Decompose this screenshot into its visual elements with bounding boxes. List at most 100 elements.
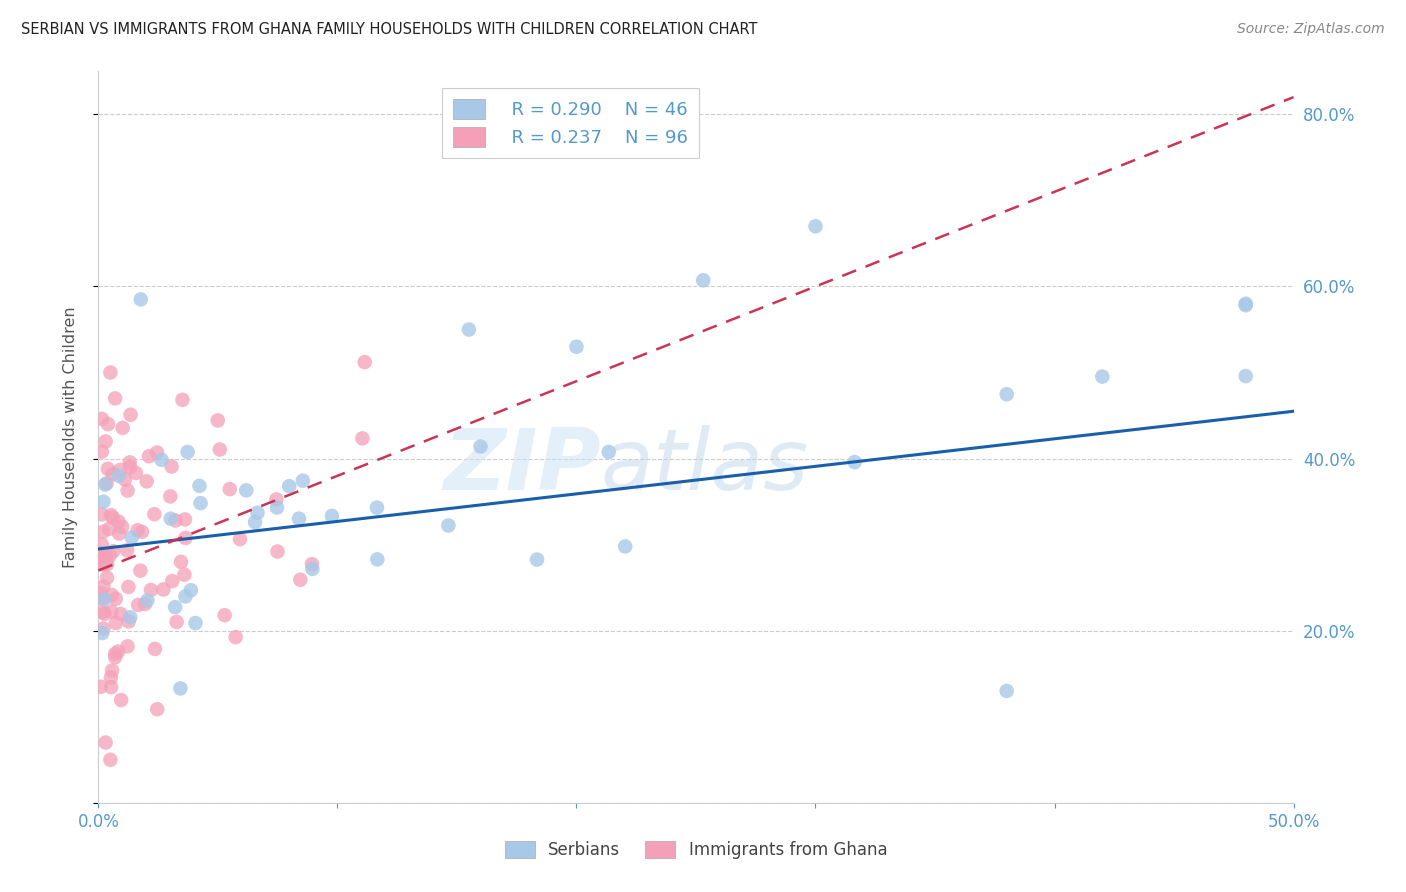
Point: [127, 523, 149, 537]
Point: [138, 449, 160, 463]
Point: [136, 593, 159, 607]
Point: [1091, 369, 1114, 384]
Point: [90, 586, 112, 600]
Point: [995, 387, 1018, 401]
Point: [174, 590, 197, 604]
Point: [90, 680, 112, 694]
Point: [96, 558, 118, 572]
Point: [266, 500, 288, 515]
Point: [93, 607, 115, 621]
Point: [1234, 296, 1257, 310]
Point: [150, 452, 173, 467]
Point: [458, 322, 481, 336]
Point: [246, 506, 269, 520]
Point: [118, 455, 141, 469]
Point: [121, 531, 143, 545]
Point: [101, 467, 124, 481]
Point: [288, 511, 311, 525]
Text: ZIP: ZIP: [443, 425, 600, 508]
Point: [174, 512, 197, 526]
Point: [214, 608, 236, 623]
Point: [180, 583, 202, 598]
Point: [94, 549, 117, 563]
Text: Source: ZipAtlas.com: Source: ZipAtlas.com: [1237, 22, 1385, 37]
Point: [94, 477, 117, 491]
Y-axis label: Family Households with Children: Family Households with Children: [63, 306, 77, 568]
Point: [176, 445, 198, 459]
Point: [96, 554, 118, 568]
Point: [146, 702, 169, 716]
Legend: Serbians, Immigrants from Ghana: Serbians, Immigrants from Ghana: [496, 833, 896, 868]
Point: [108, 526, 131, 541]
Point: [98, 366, 122, 380]
Point: [166, 615, 188, 629]
Point: [1234, 369, 1257, 384]
Point: [98, 548, 121, 562]
Point: [107, 468, 129, 483]
Point: [526, 552, 548, 566]
Point: [97, 417, 120, 432]
Point: [352, 431, 374, 445]
Point: [117, 640, 139, 654]
Point: [143, 641, 166, 656]
Point: [208, 442, 231, 457]
Point: [614, 540, 637, 554]
Point: [235, 483, 257, 498]
Point: [127, 598, 149, 612]
Point: [366, 552, 388, 566]
Point: [229, 532, 252, 546]
Point: [108, 463, 131, 477]
Point: [93, 494, 115, 508]
Point: [118, 615, 141, 629]
Point: [93, 592, 115, 607]
Point: [91, 591, 114, 606]
Point: [165, 513, 187, 527]
Point: [1234, 298, 1257, 312]
Point: [90, 546, 112, 560]
Point: [174, 531, 197, 545]
Point: [96, 571, 118, 585]
Point: [692, 273, 714, 287]
Point: [93, 580, 115, 594]
Point: [844, 455, 866, 469]
Point: [301, 562, 323, 576]
Point: [321, 508, 343, 523]
Point: [143, 507, 166, 521]
Point: [98, 522, 121, 536]
Point: [118, 460, 141, 475]
Point: [111, 421, 134, 435]
Point: [117, 580, 139, 594]
Point: [995, 684, 1018, 698]
Point: [225, 630, 247, 644]
Point: [90, 547, 112, 561]
Point: [125, 466, 148, 480]
Point: [184, 615, 207, 630]
Point: [159, 490, 181, 504]
Point: [152, 582, 174, 597]
Point: [91, 556, 114, 570]
Point: [91, 605, 114, 619]
Point: [91, 524, 114, 539]
Point: [104, 392, 127, 406]
Point: [103, 544, 125, 558]
Point: [100, 508, 122, 522]
Point: [93, 622, 115, 636]
Point: [91, 626, 114, 640]
Point: [104, 591, 127, 606]
Point: [101, 664, 124, 678]
Point: [172, 392, 194, 407]
Point: [291, 474, 314, 488]
Point: [188, 479, 211, 493]
Point: [100, 605, 122, 619]
Point: [98, 753, 122, 767]
Point: [104, 615, 127, 630]
Point: [170, 555, 193, 569]
Point: [437, 518, 460, 533]
Point: [278, 479, 301, 493]
Point: [100, 671, 122, 685]
Point: [107, 644, 129, 658]
Point: [139, 582, 162, 597]
Point: [366, 500, 388, 515]
Text: atlas: atlas: [600, 425, 808, 508]
Point: [96, 476, 118, 491]
